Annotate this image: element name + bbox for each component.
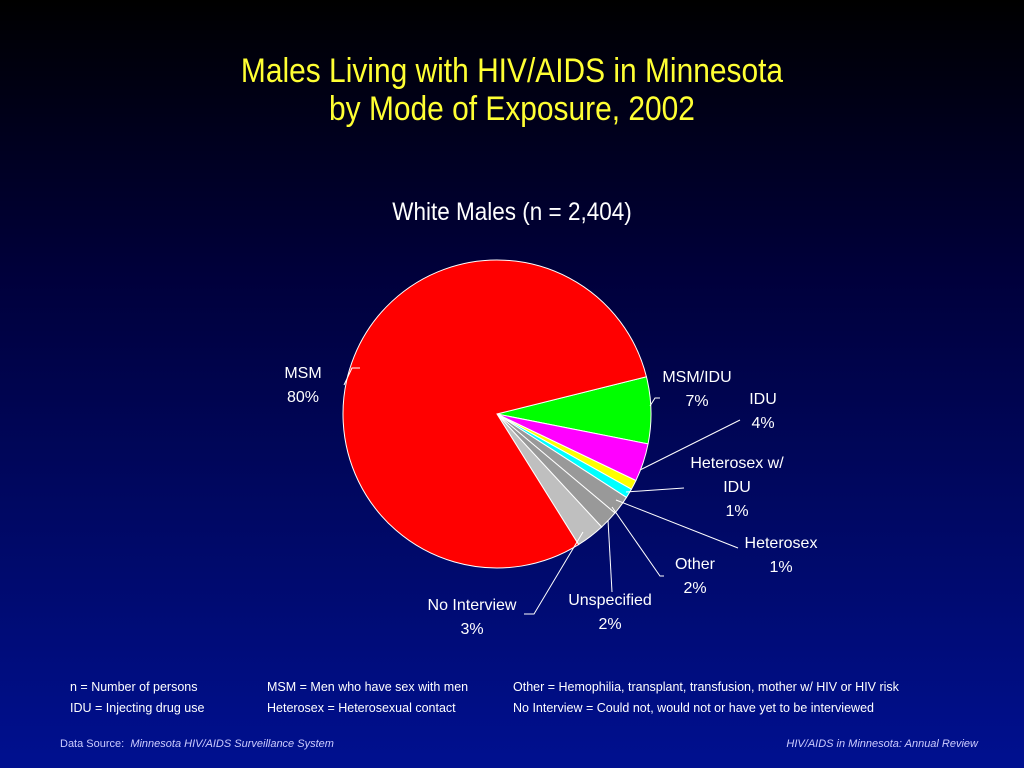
label-heterosex-idu-line2: IDU (723, 479, 751, 496)
label-other-name: Other (674, 556, 715, 573)
leader-line (639, 419, 741, 471)
label-msm-idu: MSM/IDU 7% (652, 366, 742, 414)
chart-title: Males Living with HIV/AIDS in Minnesota … (61, 52, 962, 128)
label-no-interview: No Interview 3% (418, 594, 526, 642)
title-line-2: by Mode of Exposure, 2002 (329, 90, 695, 128)
footer-right-text: HIV/AIDS in Minnesota: Annual Review (786, 738, 978, 750)
legend-idu: IDU = Injecting drug use (70, 701, 205, 715)
leader-line (524, 531, 584, 615)
pie-slice-msm (342, 259, 648, 569)
leader-line (607, 519, 613, 593)
label-heterosex-idu-line1: Heterosex w/ (690, 455, 784, 472)
leader-line (649, 397, 660, 407)
legend-no-interview: No Interview = Could not, would not or h… (513, 701, 874, 715)
legend-msm: MSM = Men who have sex with men (267, 680, 469, 694)
label-heterosex: Heterosex 1% (738, 532, 824, 580)
footer-source-label: Data Source: (60, 738, 125, 750)
label-unspecified: Unspecified 2% (560, 589, 660, 637)
leader-line (611, 506, 664, 577)
label-heterosex-idu: Heterosex w/ IDU 1% (680, 452, 794, 524)
label-unspecified-name: Unspecified (568, 592, 652, 609)
legend-col-2: MSM = Men who have sex with men Heterose… (267, 677, 468, 719)
label-idu-pct: 4% (751, 415, 775, 432)
label-msm-idu-name: MSM/IDU (662, 369, 732, 386)
legend-other: Other = Hemophilia, transplant, transfus… (513, 680, 899, 694)
leader-line (615, 499, 739, 549)
label-heterosex-pct: 1% (769, 559, 793, 576)
chart-subtitle: White Males (n = 2,404) (392, 198, 632, 226)
title-line-1: Males Living with HIV/AIDS in Minnesota (240, 52, 784, 90)
legend-n: n = Number of persons (70, 680, 198, 694)
label-no-interview-name: No Interview (427, 597, 517, 614)
legend-col-1: n = Number of persons IDU = Injecting dr… (70, 677, 204, 719)
label-msm-name: MSM (284, 365, 322, 382)
label-unspecified-pct: 2% (598, 616, 622, 633)
footer-publication: HIV/AIDS in Minnesota: Annual Review (786, 738, 978, 750)
legend-heterosex: Heterosex = Heterosexual contact (267, 701, 456, 715)
leader-line (343, 367, 360, 386)
footer-data-source: Data Source: Minnesota HIV/AIDS Surveill… (60, 738, 334, 750)
label-no-interview-pct: 3% (460, 621, 484, 638)
label-heterosex-idu-pct: 1% (725, 503, 749, 520)
label-msm: MSM 80% (270, 362, 336, 410)
label-other: Other 2% (666, 553, 724, 601)
label-msm-idu-pct: 7% (685, 393, 709, 410)
label-heterosex-name: Heterosex (744, 535, 818, 552)
label-other-pct: 2% (683, 580, 707, 597)
label-msm-pct: 80% (286, 389, 320, 406)
leader-line (625, 487, 685, 493)
label-idu: IDU 4% (740, 388, 786, 436)
footer-source-value: Minnesota HIV/AIDS Surveillance System (130, 738, 334, 750)
label-idu-name: IDU (749, 391, 777, 408)
legend-col-3: Other = Hemophilia, transplant, transfus… (513, 677, 899, 719)
